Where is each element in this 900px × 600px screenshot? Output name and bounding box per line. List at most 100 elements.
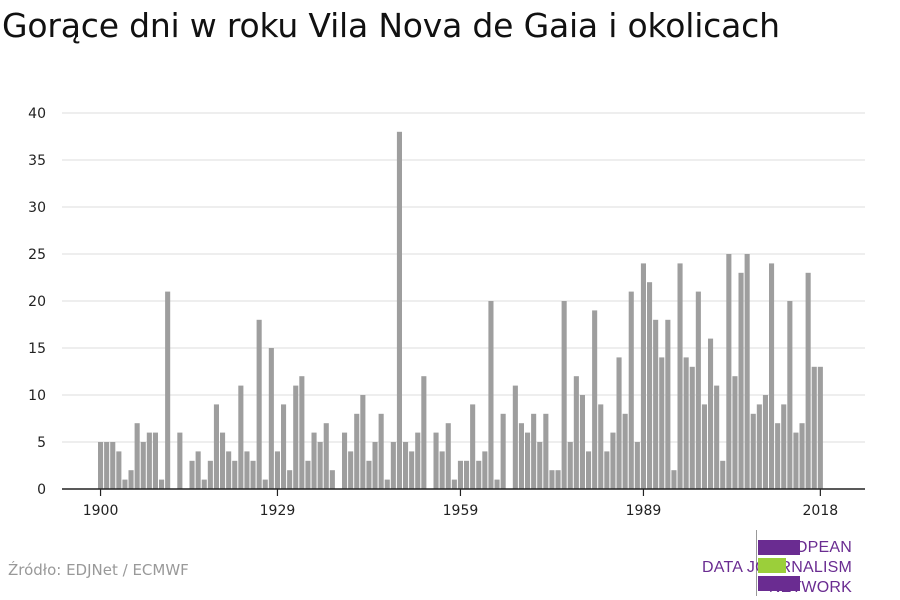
bar	[482, 451, 488, 489]
bar	[567, 442, 573, 489]
bar	[396, 131, 402, 490]
bar	[555, 470, 561, 489]
x-axis-ticks: 1900 1929 1959 1989 2018	[83, 489, 838, 519]
x-tick-label: 2018	[803, 503, 839, 519]
bar	[573, 376, 579, 489]
bar	[323, 423, 329, 489]
bar	[750, 413, 756, 489]
bar	[104, 442, 110, 489]
bars	[98, 131, 823, 490]
bar	[140, 442, 146, 489]
bar	[128, 470, 134, 489]
bar	[409, 451, 415, 489]
bar	[525, 432, 531, 489]
y-tick-label: 30	[28, 200, 46, 216]
bar	[579, 395, 585, 489]
y-tick-label: 40	[28, 106, 46, 122]
bar	[451, 479, 457, 489]
bar	[671, 470, 677, 489]
bar	[433, 432, 439, 489]
bar	[769, 263, 775, 489]
y-tick-label: 0	[37, 482, 46, 498]
bar	[616, 357, 622, 489]
bar	[354, 413, 360, 489]
bar	[500, 413, 506, 489]
bar	[549, 470, 555, 489]
bar	[274, 451, 280, 489]
bar	[250, 460, 256, 489]
bar	[329, 470, 335, 489]
bar	[464, 460, 470, 489]
bar	[165, 291, 171, 489]
bar	[98, 442, 104, 489]
bar	[244, 451, 250, 489]
bar	[628, 291, 634, 489]
source-note: Źródło: EDJNet / ECMWF	[8, 561, 189, 579]
logo-bar-purple-bottom	[758, 576, 800, 591]
bar	[403, 442, 409, 489]
bar	[775, 423, 781, 489]
bar	[604, 451, 610, 489]
bar	[598, 404, 604, 489]
bar	[220, 432, 226, 489]
bar	[378, 413, 384, 489]
bar	[360, 395, 366, 489]
bar	[488, 301, 494, 489]
bar	[159, 479, 165, 489]
bar	[445, 423, 451, 489]
logo-divider	[756, 530, 757, 596]
bar	[390, 442, 396, 489]
bar	[805, 272, 811, 489]
bar	[756, 404, 762, 489]
logo-bar-purple-top	[758, 540, 800, 555]
bar	[268, 348, 274, 489]
gridlines	[62, 112, 865, 443]
y-tick-label: 20	[28, 294, 46, 310]
bar	[634, 442, 640, 489]
bar	[415, 432, 421, 489]
bar	[537, 442, 543, 489]
bar	[207, 460, 213, 489]
bar	[512, 385, 518, 489]
bar	[659, 357, 665, 489]
bar	[213, 404, 219, 489]
y-tick-label: 25	[28, 247, 46, 263]
bar	[647, 282, 653, 489]
bar	[586, 451, 592, 489]
x-tick-label: 1900	[83, 503, 119, 519]
bar	[195, 451, 201, 489]
bar	[476, 460, 482, 489]
bar	[348, 451, 354, 489]
bar	[110, 442, 116, 489]
bar	[262, 479, 268, 489]
bar	[134, 423, 140, 489]
bar	[689, 366, 695, 489]
bar	[232, 460, 238, 489]
bar	[677, 263, 683, 489]
bar	[366, 460, 372, 489]
y-tick-label: 5	[37, 435, 46, 451]
bar	[470, 404, 476, 489]
bar	[610, 432, 616, 489]
y-axis-tick-labels: 0 5 10 15 20 25 30 35 40	[28, 106, 46, 498]
x-tick-label: 1959	[443, 503, 479, 519]
bar	[793, 432, 799, 489]
edjnet-logo: EUROPEAN DATA JOURNALISM NETWORK	[700, 530, 900, 596]
bar	[708, 338, 714, 489]
bar	[457, 460, 463, 489]
bar	[342, 432, 348, 489]
bar	[811, 366, 817, 489]
x-tick-label: 1989	[626, 503, 662, 519]
bar	[726, 254, 732, 489]
bar	[256, 319, 262, 489]
y-tick-label: 15	[28, 341, 46, 357]
bar	[695, 291, 701, 489]
bar	[287, 470, 293, 489]
bar	[531, 413, 537, 489]
bar	[311, 432, 317, 489]
y-tick-label: 10	[28, 388, 46, 404]
bar	[622, 413, 628, 489]
bar	[732, 376, 738, 489]
bar	[714, 385, 720, 489]
